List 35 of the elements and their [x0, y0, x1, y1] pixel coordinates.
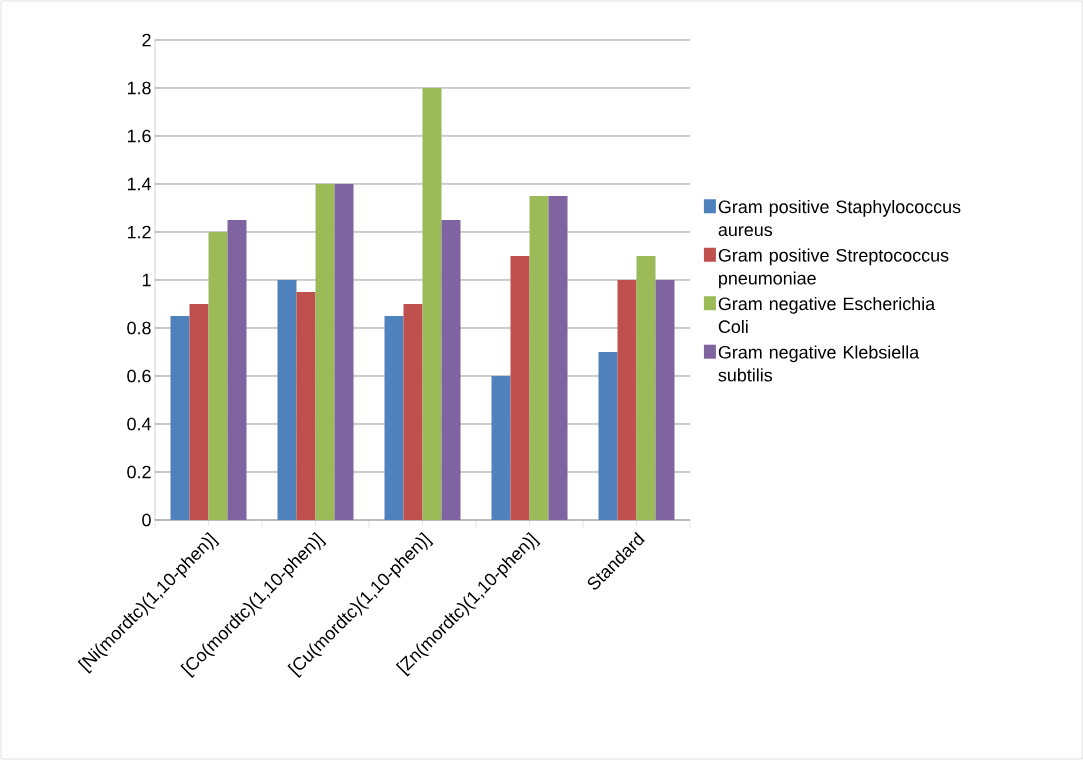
bar [296, 291, 316, 520]
y-tick-label: 0.6 [127, 369, 151, 383]
bar [636, 255, 656, 520]
bar [334, 183, 354, 520]
legend-label: Gram negative Escherichia Coli [718, 296, 936, 334]
bar [598, 351, 618, 520]
bar [548, 195, 568, 520]
bar [422, 87, 442, 520]
y-tick-label: 0.4 [127, 417, 151, 431]
y-tick-label: 1.8 [127, 81, 151, 95]
bar [384, 315, 404, 520]
y-tick-label: 0.2 [127, 465, 151, 479]
legend-label: Gram positive Staphylococcus aureus [718, 200, 961, 237]
legend-label: Gram negative Klebsiella subtilis [718, 345, 920, 382]
y-tick-label: 1.4 [127, 177, 151, 191]
bar [529, 195, 549, 520]
bar [441, 219, 461, 520]
y-tick-label: 1 [142, 273, 151, 287]
bar [170, 315, 190, 520]
y-tick-label: 0.8 [127, 321, 151, 335]
bar [189, 303, 209, 520]
bar [315, 183, 335, 520]
bar [655, 279, 675, 520]
bar [510, 255, 530, 520]
legend-label: Gram positive Streptococcus pneumoniae [718, 248, 949, 289]
bar [617, 279, 637, 520]
y-tick-label: 0 [142, 513, 151, 527]
bar [277, 279, 297, 520]
y-tick-label: 1.6 [127, 129, 151, 143]
bar [227, 219, 247, 520]
bar [208, 231, 228, 520]
y-tick-label: 2 [142, 33, 151, 47]
y-tick-label: 1.2 [127, 225, 151, 239]
bar [491, 375, 511, 520]
bar [403, 303, 423, 520]
